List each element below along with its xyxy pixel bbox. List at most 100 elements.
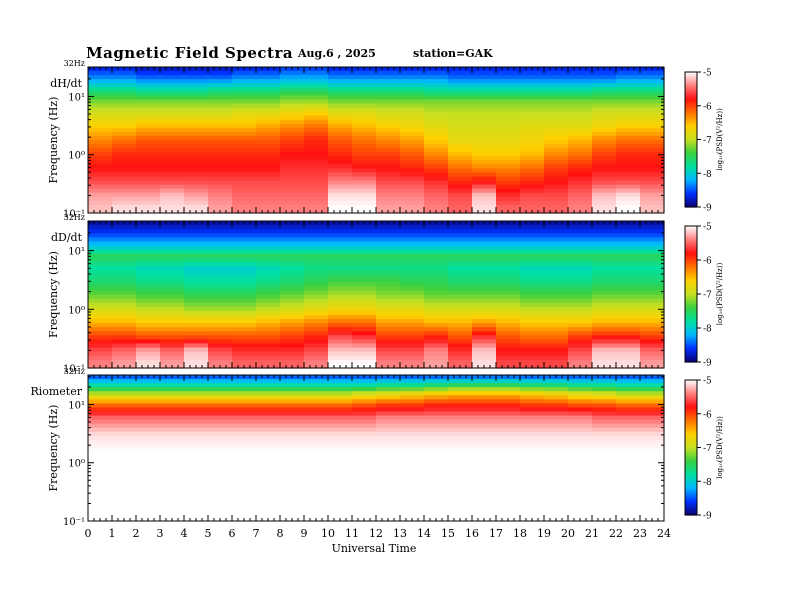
heatmap-cell: [544, 383, 569, 388]
heatmap-cell: [568, 464, 593, 469]
heatmap-cell: [328, 512, 353, 518]
heatmap-cell: [472, 176, 497, 182]
heatmap-cell: [184, 188, 209, 194]
colorbar-cell: [685, 452, 697, 455]
heatmap-cell: [376, 148, 401, 153]
heatmap-cell: [568, 180, 593, 186]
heatmap-cell: [328, 144, 353, 149]
heatmap-cell: [160, 294, 185, 300]
heatmap-cell: [184, 270, 209, 275]
heatmap-cell: [424, 391, 449, 396]
heatmap-cell: [376, 131, 401, 137]
heatmap-cell: [496, 286, 521, 292]
heatmap-cell: [112, 452, 137, 457]
heatmap-cell: [352, 123, 377, 129]
heatmap-cell: [520, 427, 545, 433]
heatmap-cell: [472, 460, 497, 465]
heatmap-cell: [640, 233, 665, 238]
heatmap-cell: [280, 241, 305, 247]
heatmap-cell: [616, 314, 641, 320]
colorbar-cell: [685, 303, 697, 306]
heatmap-cell: [232, 140, 257, 145]
colorbar-tick-label: -9: [703, 512, 712, 522]
heatmap-cell: [232, 127, 257, 133]
heatmap-cell: [496, 476, 521, 482]
heatmap-cell: [232, 407, 257, 413]
heatmap-cell: [160, 156, 185, 161]
heatmap-cell: [544, 399, 569, 404]
colorbar-cell: [685, 128, 697, 132]
heatmap-cell: [184, 407, 209, 413]
heatmap-cell: [424, 407, 449, 413]
heatmap-cell: [208, 403, 233, 409]
heatmap-cell: [112, 152, 137, 157]
heatmap-cell: [184, 290, 209, 296]
colorbar-cell: [685, 284, 697, 288]
x-tick-label: 20: [561, 527, 575, 540]
heatmap-cell: [160, 411, 185, 417]
heatmap-cell: [640, 286, 665, 292]
colorbar-cell: [685, 146, 697, 150]
heatmap-cell: [232, 306, 257, 312]
heatmap-cell: [568, 111, 593, 117]
heatmap-cell: [304, 512, 329, 518]
heatmap-cell: [616, 452, 641, 457]
heatmap-cell: [208, 233, 233, 238]
heatmap-cell: [256, 347, 281, 353]
heatmap-cell: [304, 456, 329, 461]
x-tick-label: 9: [301, 527, 308, 540]
heatmap-cell: [400, 257, 425, 263]
heatmap-cell: [136, 343, 161, 349]
heatmap-cell: [424, 355, 449, 361]
heatmap-cell: [232, 443, 257, 449]
heatmap-cell: [232, 302, 257, 308]
colorbar-cell: [685, 510, 697, 514]
heatmap-cell: [424, 237, 449, 243]
heatmap-cell: [616, 261, 641, 267]
heatmap-cell: [136, 192, 161, 198]
heatmap-cell: [88, 229, 113, 234]
heatmap-cell: [208, 261, 233, 267]
heatmap-cell: [472, 488, 497, 494]
heatmap-cell: [280, 286, 305, 292]
heatmap-cell: [592, 484, 617, 490]
colorbar-cell: [685, 280, 697, 284]
heatmap-cell: [160, 302, 185, 308]
heatmap-cell: [256, 435, 281, 441]
heatmap-cell: [112, 290, 137, 296]
heatmap-cell: [232, 123, 257, 129]
heatmap-cell: [592, 192, 617, 198]
colorbar-cell: [685, 488, 697, 491]
heatmap-cell: [424, 278, 449, 283]
heatmap-cell: [232, 294, 257, 300]
heatmap-cell: [136, 257, 161, 263]
heatmap-cell: [304, 140, 329, 145]
heatmap-cell: [616, 492, 641, 498]
heatmap-cell: [112, 298, 137, 304]
heatmap-cell: [472, 261, 497, 267]
heatmap-cell: [400, 306, 425, 312]
heatmap-cell: [160, 335, 185, 341]
heatmap-cell: [112, 274, 137, 279]
heatmap-cell: [88, 351, 113, 357]
heatmap-cell: [424, 107, 449, 113]
heatmap-cell: [232, 196, 257, 202]
heatmap-cell: [328, 278, 353, 283]
heatmap-cell: [280, 310, 305, 316]
heatmap-cell: [640, 387, 665, 392]
heatmap-cell: [136, 184, 161, 190]
heatmap-cell: [304, 306, 329, 312]
heatmap-cell: [280, 176, 305, 182]
heatmap-cell: [352, 343, 377, 349]
heatmap-cell: [520, 282, 545, 287]
heatmap-cell: [520, 399, 545, 404]
heatmap-cell: [376, 496, 401, 502]
heatmap-cell: [592, 111, 617, 117]
heatmap-cell: [616, 99, 641, 105]
colorbar-tick-label: -5: [703, 223, 712, 233]
colorbar-label: log₁₀(PSD(V²/Hz)): [716, 108, 724, 171]
heatmap-cell: [616, 87, 641, 92]
y-tick-label: 10⁻¹: [63, 209, 85, 220]
heatmap-cell: [328, 111, 353, 117]
heatmap-cell: [136, 302, 161, 308]
